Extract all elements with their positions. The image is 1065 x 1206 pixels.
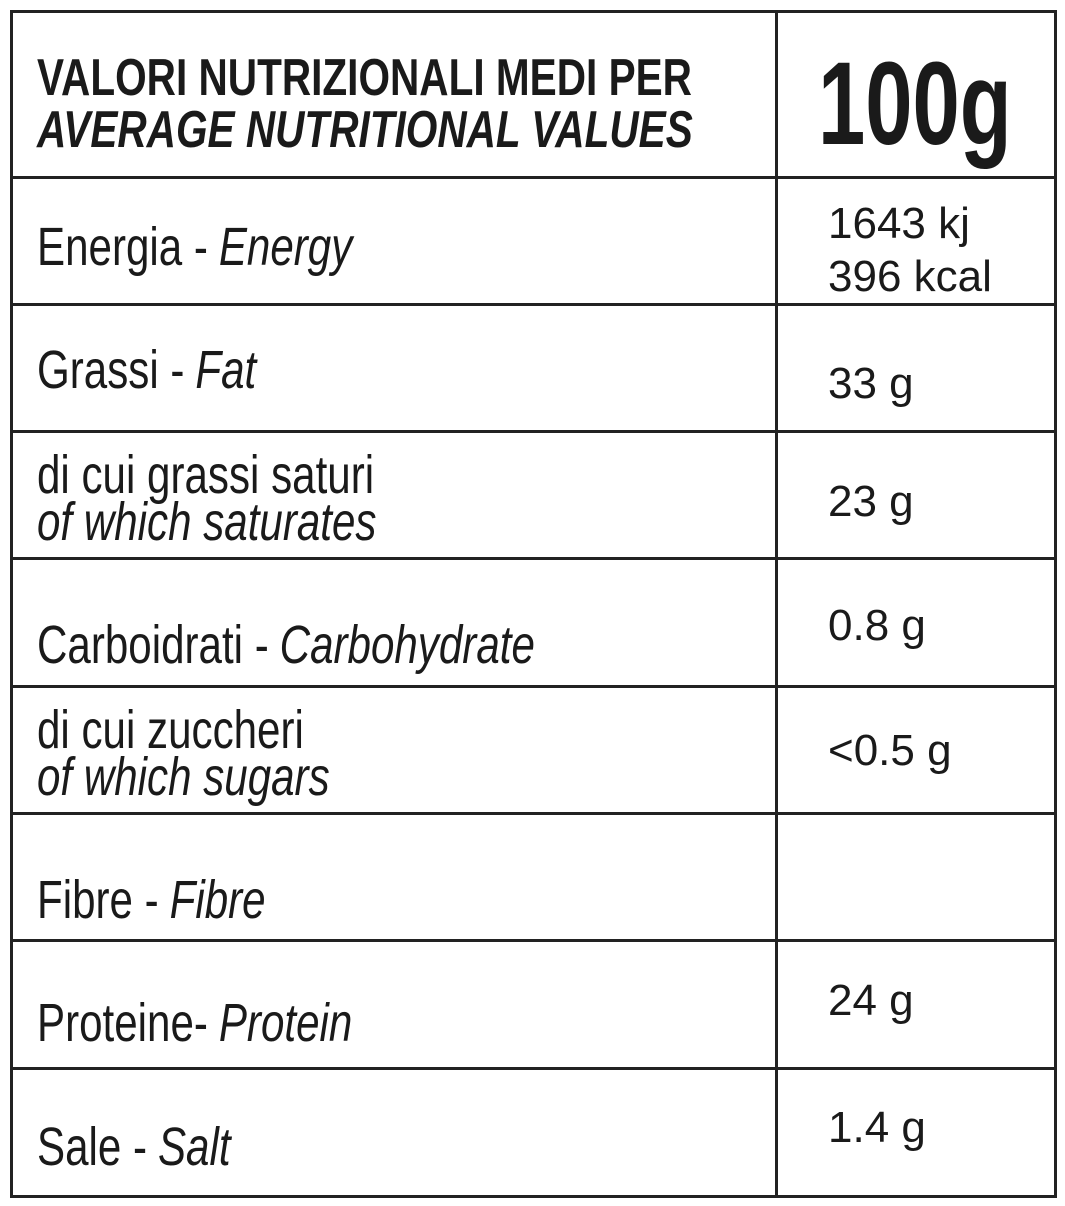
- label-it: Proteine-: [37, 993, 208, 1053]
- label-en: Protein: [218, 993, 353, 1053]
- label-it: di cui zuccheri: [37, 700, 304, 760]
- row-line: [10, 812, 1056, 815]
- row-label: Sale - Salt: [37, 1120, 231, 1174]
- header-subtitle: AVERAGE NUTRITIONAL VALUES: [37, 101, 693, 159]
- label-it: Fibre -: [37, 870, 159, 930]
- row-value: 24 g: [828, 976, 914, 1025]
- row-line: [10, 685, 1056, 688]
- label-it: Sale -: [37, 1117, 148, 1177]
- column-divider: [775, 10, 778, 1196]
- row-line: [10, 430, 1056, 433]
- label-it: Grassi -: [37, 340, 185, 400]
- row-label: Grassi - Fat: [37, 343, 256, 397]
- row-value: 33 g: [828, 359, 914, 408]
- label-it: Energia -: [37, 217, 208, 277]
- table-border: [10, 10, 1057, 1198]
- label-it: Carboidrati -: [37, 615, 269, 675]
- label-it: di cui grassi saturi: [37, 445, 375, 505]
- label-en: Energy: [218, 217, 353, 277]
- row-line: [10, 557, 1056, 560]
- label-en: Fibre: [169, 870, 266, 930]
- row-value: 0.8 g: [828, 601, 926, 650]
- row-label: Proteine- Protein: [37, 996, 352, 1050]
- row-value: 1.4 g: [828, 1103, 926, 1152]
- label-en: Salt: [157, 1117, 231, 1177]
- row-value: 23 g: [828, 477, 914, 526]
- row-line: [10, 1067, 1056, 1070]
- label-en: of which sugars: [37, 747, 330, 807]
- header-per: 100g: [818, 38, 1012, 170]
- row-label: Carboidrati - Carbohydrate: [37, 618, 535, 672]
- row-line: [10, 176, 1056, 179]
- row-value: 396 kcal: [828, 252, 992, 301]
- row-label: Energia - Energy: [37, 220, 352, 274]
- row-label: Fibre - Fibre: [37, 873, 266, 927]
- header-title: VALORI NUTRIZIONALI MEDI PER: [37, 49, 692, 107]
- row-line: [10, 303, 1056, 306]
- row-value: 1643 kj: [828, 199, 970, 248]
- row-value: <0.5 g: [828, 726, 952, 775]
- label-en: of which saturates: [37, 492, 377, 552]
- label-en: Fat: [195, 340, 257, 400]
- label-en: Carbohydrate: [279, 615, 535, 675]
- row-line: [10, 939, 1056, 942]
